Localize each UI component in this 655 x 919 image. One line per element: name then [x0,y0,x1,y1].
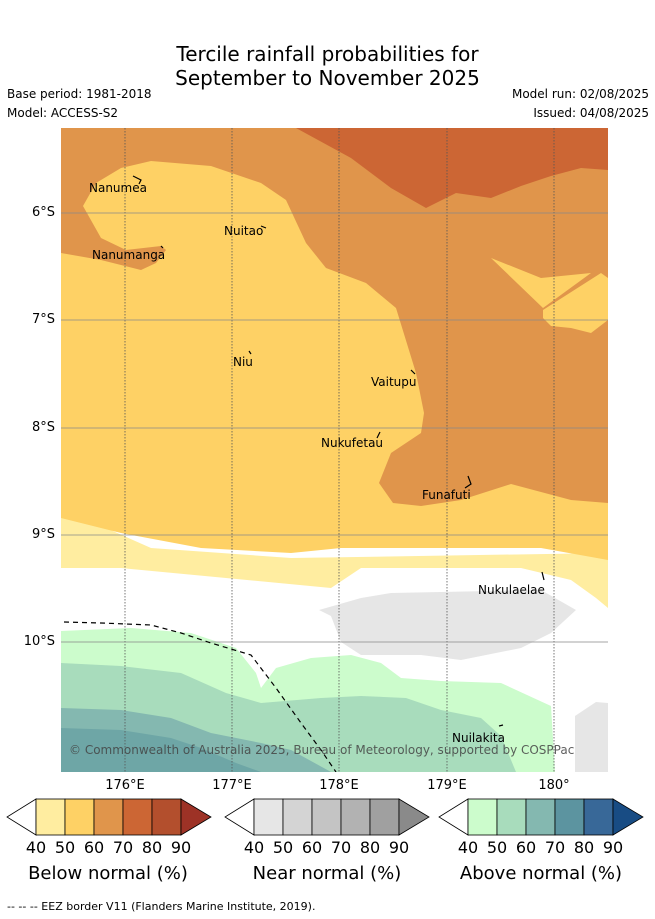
island-nukulaelae [541,571,545,581]
colorbar-tick: 60 [301,838,323,857]
island-funafuti [464,475,472,489]
colorbar-tick: 50 [272,838,294,857]
island-nukufetau [376,431,381,439]
region-near-40-50-se [575,702,608,772]
colorbar-segment [311,798,342,836]
colorbar-segment [467,798,498,836]
colorbar-arrow-right [398,798,430,836]
lat-label: 8°S [31,420,55,435]
region-below-50-60-east [491,258,591,308]
colorbar-below-label: Below normal (%) [28,863,188,884]
colorbar-tick: 90 [602,838,624,857]
lon-label: 176°E [105,778,145,793]
colorbar-segment [253,798,284,836]
island-vaitupu [410,369,416,375]
issued-date: Issued: 04/08/2025 [533,106,649,120]
island-niu [248,350,252,355]
footnote: -- -- -- EEZ border V11 (Flanders Marine… [7,900,316,913]
lon-label: 177°E [212,778,252,793]
colorbar-tick: 70 [544,838,566,857]
island-markers [132,175,545,727]
region-below-60-70-north [61,128,608,506]
colorbar-tick: 50 [486,838,508,857]
colorbar-arrow-left [224,798,255,836]
place-label: Vaitupu [371,375,417,389]
model-name: Model: ACCESS-S2 [7,106,119,120]
colorbar-segment [151,798,182,836]
region-below-50-60-east-2 [543,273,608,333]
colorbar-tick: 40 [243,838,265,857]
lat-label: 7°S [31,312,55,327]
colorbar-segment [525,798,556,836]
place-label: Nanumea [89,181,147,195]
colorbar-tick: 70 [330,838,352,857]
colorbar-tick: 50 [54,838,76,857]
colorbar-segment [282,798,313,836]
map-title-line1: Tercile rainfall probabilities for [176,42,479,66]
place-label: Nukufetau [321,436,383,450]
colorbar-segment [554,798,585,836]
lat-grid [61,212,608,643]
colorbar-tick: 80 [573,838,595,857]
region-above-70-80 [61,728,261,772]
model-run: Model run: 02/08/2025 [511,87,649,101]
place-label: Funafuti [422,488,471,502]
colorbar-tick: 80 [141,838,163,857]
region-near-40-50 [319,590,576,660]
colorbar-segment [122,798,153,836]
rainfall-map: Nanumea Nuitao Nanumanga Niu Vaitupu Nuk… [61,128,608,772]
colorbar-tick: 60 [515,838,537,857]
colorbar-tick: 90 [170,838,192,857]
base-period: Base period: 1981-2018 [7,87,152,101]
colorbar-arrow-left [438,798,469,836]
place-label: Nanumanga [92,248,165,262]
colorbar-arrow-right [180,798,212,836]
colorbar-segment [340,798,371,836]
island-nuilakita [498,724,504,727]
lat-label: 9°S [31,527,55,542]
colorbar-above [438,798,644,836]
colorbar-segment [64,798,95,836]
colorbar-tick: 40 [457,838,479,857]
place-label: Nukulaelae [478,583,545,597]
region-below-70-80 [296,128,608,208]
colorbar-tick: 90 [388,838,410,857]
colorbar-segment [583,798,614,836]
colorbar-tick: 60 [83,838,105,857]
grid-lines [124,128,555,772]
colorbar-arrow-left [6,798,37,836]
lon-label: 178°E [319,778,359,793]
place-label: Nuilakita [452,731,505,745]
copyright-notice: © Commonwealth of Australia 2025, Bureau… [69,743,574,757]
eez-border [63,621,337,772]
place-label: Niu [233,355,253,369]
region-below-40-50 [61,508,608,608]
colorbar-near-label: Near normal (%) [252,863,402,884]
island-nanumea [132,175,142,185]
colorbar-tick: 40 [25,838,47,857]
colorbar-segment [35,798,66,836]
colorbar-below [6,798,212,836]
island-nuitao [260,225,267,229]
colorbar-above-label: Above normal (%) [459,863,623,884]
colorbar-segment [369,798,400,836]
place-label: Nuitao [224,224,263,238]
colorbar-arrow-right [612,798,644,836]
map-title-line2: September to November 2025 [175,66,480,90]
colorbar-near [224,798,430,836]
colorbar-tick: 70 [112,838,134,857]
lat-label: 10°S [23,634,55,649]
lon-label: 180° [538,778,570,793]
lat-label: 6°S [31,205,55,220]
lon-label: 179°E [427,778,467,793]
island-nanumanga [160,245,164,249]
colorbar-tick: 80 [359,838,381,857]
colorbar-segment [93,798,124,836]
colorbar-segment [496,798,527,836]
